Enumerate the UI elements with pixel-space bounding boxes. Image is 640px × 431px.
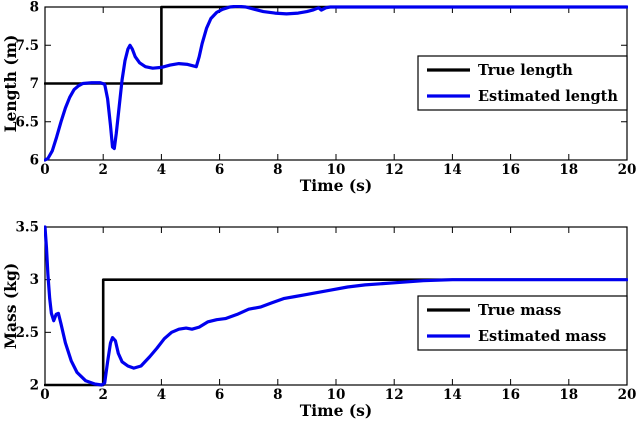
x-tick-label: 18 [559, 162, 578, 178]
x-tick-label: 2 [98, 387, 107, 403]
legend-entry-label: True length [478, 62, 573, 79]
x-tick-label: 6 [215, 387, 224, 403]
y-axis: 2 2.5 3 3.5 [16, 220, 627, 394]
y-tick-label: 2.5 [16, 325, 40, 341]
legend-entry-label: Estimated mass [478, 328, 606, 345]
y-tick-label: 6 [30, 153, 39, 169]
series-true-mass [44, 278, 628, 387]
y-tick-label: 7 [30, 76, 39, 92]
x-tick-label: 4 [157, 387, 166, 403]
y-axis-label: Length (m) [1, 35, 20, 133]
x-tick-label: 14 [443, 387, 462, 403]
x-tick-label: 0 [40, 387, 49, 403]
legend-entry-label: Estimated length [478, 88, 618, 105]
x-tick-label: 10 [327, 387, 346, 403]
series-estimated-mass [44, 225, 628, 387]
y-tick-label: 2 [30, 378, 39, 394]
x-tick-label: 8 [273, 162, 282, 178]
y-axis: 6 6.5 7 7.5 8 [16, 0, 627, 169]
y-tick-label: 8 [30, 0, 39, 16]
x-axis: 0 2 4 6 8 10 12 14 16 18 20 [40, 227, 636, 403]
y-tick-label: 6.5 [16, 114, 40, 130]
x-tick-label: 2 [98, 162, 107, 178]
x-tick-label: 16 [501, 387, 520, 403]
series-estimated-length [44, 5, 628, 162]
x-tick-label: 12 [385, 162, 404, 178]
x-axis-label: Time (s) [300, 176, 372, 195]
x-tick-label: 20 [618, 162, 637, 178]
x-axis-label: Time (s) [300, 401, 372, 420]
y-axis-label: Mass (kg) [1, 263, 20, 349]
length-estimation-plot: 0 2 4 6 8 10 12 14 16 18 20 6 6.5 7 7.5 8 Time (s) Length… [1, 0, 636, 195]
x-tick-label: 20 [618, 387, 637, 403]
y-tick-label: 7.5 [16, 38, 40, 54]
legend-entry-label: True mass [478, 302, 561, 319]
series-layer [44, 225, 628, 387]
y-tick-label: 3 [30, 272, 39, 288]
x-tick-label: 0 [40, 162, 49, 178]
x-tick-label: 8 [273, 387, 282, 403]
x-tick-label: 6 [215, 162, 224, 178]
series-layer [44, 5, 628, 162]
x-tick-label: 12 [385, 387, 404, 403]
legend-box [417, 295, 628, 351]
x-tick-label: 14 [443, 162, 462, 178]
legend: True length Estimated length [417, 55, 628, 111]
x-tick-label: 16 [501, 162, 520, 178]
legend: True mass Estimated mass [417, 295, 628, 351]
y-tick-label: 3.5 [16, 220, 40, 236]
legend-box [417, 55, 628, 111]
x-tick-label: 4 [157, 162, 166, 178]
x-tick-label: 10 [327, 162, 346, 178]
x-tick-label: 18 [559, 387, 578, 403]
